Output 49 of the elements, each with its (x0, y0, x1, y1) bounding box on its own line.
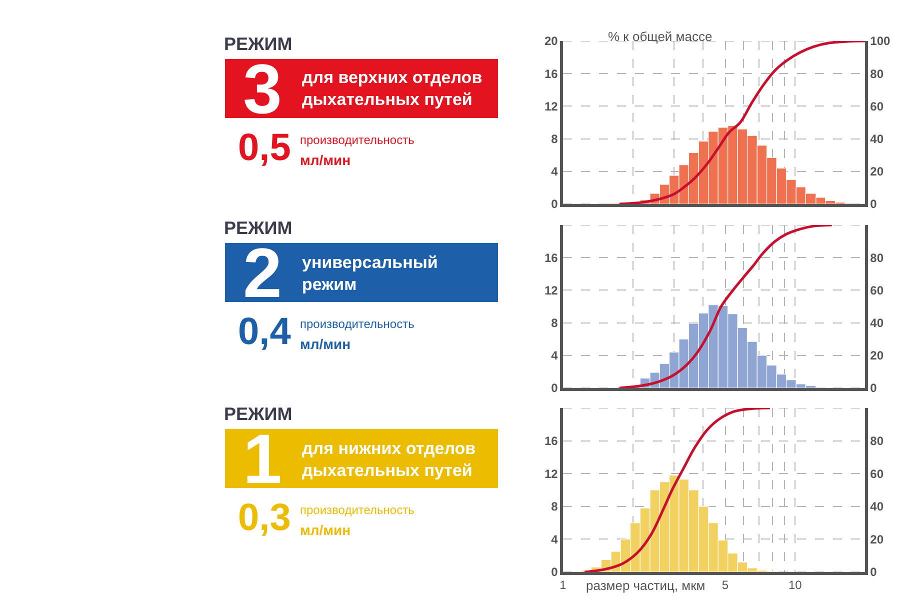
text: производительность (300, 133, 414, 147)
y2-tick-label: 80 (870, 434, 884, 448)
y-tick-label: 0 (551, 197, 558, 212)
y-tick-label: 4 (551, 164, 558, 179)
y2-tick-label: 60 (870, 99, 884, 114)
y2-tick-label: 100 (870, 34, 890, 48)
y-tick-label: 16 (544, 250, 558, 265)
y2-tick-label: 0 (870, 197, 878, 212)
y2-tick-label: 40 (870, 316, 884, 330)
text: производительность (300, 317, 414, 331)
text: для нижних отделов дыхательных путей (302, 439, 476, 480)
y-tick-label: 12 (544, 466, 558, 481)
y-tick-label: 16 (544, 434, 558, 448)
chart-title: % к общей массе (608, 29, 712, 44)
y-tick-label: 20 (544, 34, 558, 48)
text: мл/мин (300, 336, 351, 352)
y-tick-label: 4 (551, 532, 558, 546)
y2-tick-label: 40 (870, 500, 884, 514)
text: универсальный режим (302, 253, 438, 294)
y2-tick-label: 0 (870, 565, 878, 580)
text: 0,4 (238, 311, 291, 353)
y2-tick-label: 0 (870, 381, 878, 396)
text: мл/мин (300, 522, 351, 538)
x-tick-label: 5 (722, 578, 729, 592)
text: 0,5 (238, 127, 291, 169)
y-tick-label: 8 (551, 316, 558, 330)
y2-tick-label: 40 (870, 132, 884, 146)
y-tick-label: 0 (551, 381, 558, 396)
y-tick-label: 4 (551, 348, 558, 363)
y2-tick-label: 80 (870, 250, 884, 265)
text: для верхних отделов дыхательных путей (302, 68, 482, 110)
y2-tick-label: 80 (870, 66, 884, 81)
text: 0,3 (238, 497, 291, 539)
y-tick-label: 12 (544, 283, 558, 298)
y-tick-label: 12 (544, 99, 558, 114)
y2-tick-label: 20 (870, 348, 884, 363)
y-tick-label: 8 (551, 132, 558, 146)
text: производительность (300, 503, 414, 517)
x-tick-label: 10 (788, 578, 802, 592)
y2-tick-label: 60 (870, 283, 884, 298)
text: мл/мин (300, 152, 351, 168)
y2-tick-label: 60 (870, 466, 884, 481)
y-tick-label: 16 (544, 66, 558, 81)
y-tick-label: 8 (551, 500, 558, 514)
x-tick-label: 1 (560, 578, 567, 592)
y2-tick-label: 20 (870, 532, 884, 546)
y-tick-label: 0 (551, 565, 558, 580)
x-axis-title: размер частиц, мкм (586, 578, 706, 593)
y2-tick-label: 20 (870, 164, 884, 179)
